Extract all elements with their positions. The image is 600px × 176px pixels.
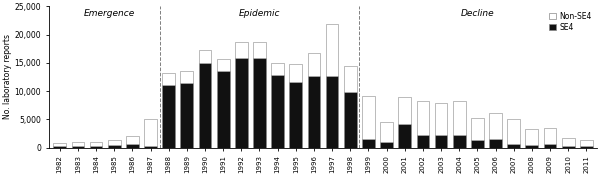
Bar: [434, 103, 448, 135]
Bar: [362, 139, 375, 148]
Bar: [526, 145, 538, 148]
Legend: Non-SE4, SE4: Non-SE4, SE4: [547, 10, 593, 33]
Bar: [453, 135, 466, 148]
Bar: [108, 145, 121, 148]
Bar: [562, 146, 575, 148]
Bar: [326, 24, 338, 76]
Text: Epidemic: Epidemic: [239, 9, 280, 18]
Bar: [199, 63, 211, 148]
Bar: [398, 124, 411, 148]
Bar: [416, 101, 429, 135]
Bar: [453, 101, 466, 135]
Bar: [108, 140, 121, 145]
Text: Emergence: Emergence: [84, 9, 135, 18]
Bar: [271, 75, 284, 148]
Bar: [53, 143, 66, 146]
Bar: [126, 136, 139, 144]
Bar: [71, 146, 84, 148]
Bar: [362, 96, 375, 139]
Bar: [253, 42, 266, 58]
Bar: [126, 144, 139, 148]
Bar: [217, 71, 230, 148]
Bar: [489, 112, 502, 139]
Bar: [398, 97, 411, 124]
Bar: [144, 119, 157, 146]
Bar: [89, 146, 103, 148]
Bar: [217, 59, 230, 71]
Bar: [308, 76, 320, 148]
Bar: [235, 42, 248, 58]
Bar: [544, 144, 556, 148]
Bar: [580, 146, 593, 148]
Bar: [89, 143, 103, 146]
Bar: [163, 85, 175, 148]
Bar: [580, 140, 593, 146]
Bar: [71, 143, 84, 146]
Bar: [181, 71, 193, 83]
Bar: [380, 142, 393, 148]
Bar: [271, 63, 284, 75]
Bar: [199, 50, 211, 63]
Bar: [308, 53, 320, 76]
Bar: [181, 83, 193, 148]
Bar: [163, 73, 175, 85]
Bar: [344, 66, 356, 92]
Bar: [326, 76, 338, 148]
Bar: [53, 146, 66, 148]
Text: Decline: Decline: [461, 9, 494, 18]
Bar: [416, 135, 429, 148]
Bar: [253, 58, 266, 148]
Bar: [508, 144, 520, 148]
Bar: [289, 64, 302, 82]
Bar: [471, 118, 484, 140]
Bar: [344, 92, 356, 148]
Bar: [144, 146, 157, 148]
Bar: [508, 119, 520, 144]
Bar: [380, 122, 393, 142]
Bar: [489, 139, 502, 148]
Bar: [471, 140, 484, 148]
Y-axis label: No. laboratory reports: No. laboratory reports: [3, 34, 12, 120]
Bar: [544, 128, 556, 144]
Bar: [289, 82, 302, 148]
Bar: [434, 135, 448, 148]
Bar: [235, 58, 248, 148]
Bar: [526, 129, 538, 145]
Bar: [562, 138, 575, 146]
